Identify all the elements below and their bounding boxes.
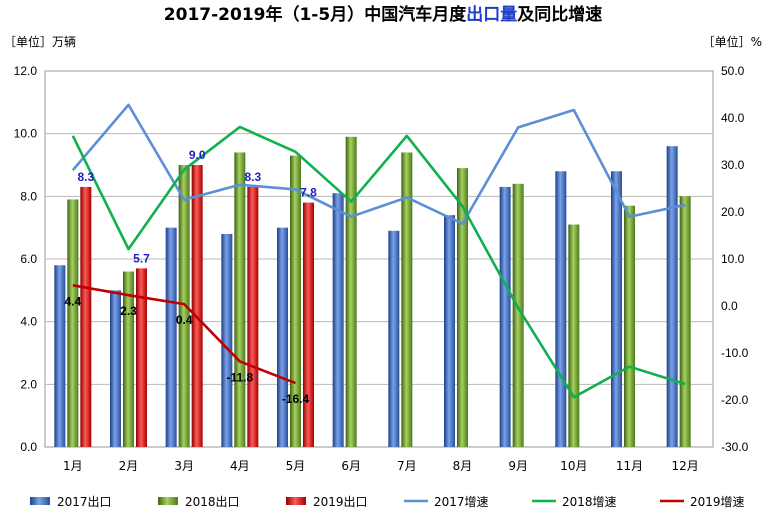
growth-lines: [71, 103, 686, 399]
bar-2017出口-4月: [221, 233, 233, 447]
right-tick-label: 0.0: [721, 299, 738, 313]
legend-label: 2018增速: [562, 495, 617, 509]
chart-title-prefix: 2017-2019年（1-5月）中国汽车月度: [164, 4, 467, 25]
bar-2018出口-3月: [178, 165, 190, 447]
bar-2018出口-1月: [67, 199, 79, 447]
right-tick-label: 20.0: [721, 205, 745, 219]
left-unit-label: ［单位］万辆: [4, 34, 76, 49]
label-2019-growth: 2.3: [120, 304, 137, 318]
right-unit-label: ［单位］%: [703, 34, 762, 49]
x-tick-label: 6月: [341, 459, 361, 473]
x-tick-label: 5月: [286, 459, 306, 473]
right-tick-label: -30.0: [721, 440, 749, 454]
left-tick-label: 4.0: [20, 315, 37, 329]
x-tick-label: 4月: [230, 459, 250, 473]
label-2019-growth: 4.4: [64, 294, 81, 308]
legend-label: 2017出口: [57, 495, 112, 509]
legend-item-2017出口: 2017出口: [30, 495, 112, 509]
legend-item-2019出口: 2019出口: [286, 495, 368, 509]
label-2019-export: 5.7: [133, 251, 150, 265]
bar-2018出口-9月: [512, 183, 524, 448]
bar-2019出口-3月: [191, 165, 203, 447]
bar-2019出口-5月: [303, 202, 314, 447]
bar-2018出口-2月: [123, 271, 134, 447]
x-tick-label: 11月: [616, 459, 643, 473]
label-2019-export: 9.0: [189, 148, 206, 162]
bars: [54, 136, 691, 448]
label-2019-export: 8.3: [77, 170, 94, 184]
left-tick-label: 12.0: [14, 64, 38, 78]
right-tick-label: 40.0: [721, 111, 745, 125]
bar-2018出口-11月: [624, 205, 635, 447]
bar-2018出口-12月: [679, 196, 691, 447]
legend-label: 2019出口: [313, 495, 368, 509]
bar-2018出口-7月: [401, 152, 413, 447]
data-labels: 8.3 5.7 9.0 8.3 7.8 4.4 2.3 0.4 -11.8 -16.4: [64, 148, 317, 406]
bar-2019出口-4月: [247, 186, 259, 447]
chart-title-suffix: 及同比增速: [517, 4, 602, 25]
chart-title: 2017-2019年（1-5月）中国汽车月度出口量及同比增速: [164, 4, 602, 25]
x-tick-label: 7月: [397, 459, 417, 473]
x-tick-label: 10月: [560, 459, 587, 473]
bar-2017出口-3月: [165, 227, 177, 447]
x-tick-label: 2月: [119, 459, 139, 473]
bar-2017出口-9月: [499, 186, 511, 447]
x-tick-label: 8月: [453, 459, 473, 473]
bar-2017出口-12月: [666, 146, 678, 447]
legend-swatch: [30, 497, 50, 505]
label-2019-export: 7.8: [300, 186, 317, 200]
line-2018增速: [71, 125, 686, 399]
gridlines: [45, 133, 713, 385]
x-tick-label: 1月: [63, 459, 83, 473]
legend-item-2018出口: 2018出口: [158, 495, 240, 509]
bar-2017出口-8月: [444, 215, 455, 447]
label-2019-growth: -11.8: [226, 370, 253, 384]
label-2019-growth: -16.4: [282, 392, 310, 406]
bar-2018出口-4月: [234, 152, 246, 447]
left-tick-label: 10.0: [14, 127, 38, 141]
label-2019-export: 8.3: [244, 170, 261, 184]
bar-2017出口-7月: [388, 230, 400, 447]
bar-2017出口-1月: [54, 265, 66, 447]
right-tick-label: -20.0: [721, 393, 749, 407]
legend-item-2017增速: 2017增速: [404, 495, 489, 509]
right-tick-label: 30.0: [721, 158, 745, 172]
chart-title-highlight: 出口量: [466, 4, 517, 25]
legend-item-2019增速: 2019增速: [660, 495, 745, 509]
bar-2018出口-5月: [290, 155, 301, 447]
legend-swatch: [286, 497, 306, 505]
bar-2017出口-10月: [555, 171, 567, 447]
legend: 2017出口 2018出口 2019出口 2017增速 2018增速 2019增速: [30, 495, 745, 509]
bar-2019出口-1月: [80, 186, 92, 447]
left-tick-label: 0.0: [20, 440, 37, 454]
bar-2018出口-10月: [568, 224, 580, 447]
legend-label: 2019增速: [690, 495, 745, 509]
x-tick-label: 3月: [174, 459, 194, 473]
x-tick-label: 9月: [508, 459, 528, 473]
legend-label: 2018出口: [185, 495, 240, 509]
right-tick-label: -10.0: [721, 346, 749, 360]
left-tick-label: 6.0: [20, 252, 37, 266]
bar-2019出口-2月: [136, 268, 147, 447]
left-tick-label: 2.0: [20, 377, 37, 391]
bar-2017出口-11月: [611, 171, 622, 447]
legend-label: 2017增速: [434, 495, 489, 509]
x-tick-label: 12月: [672, 459, 699, 473]
right-tick-label: 10.0: [721, 252, 745, 266]
left-axis: 0.0 2.0 4.0 6.0 8.0 10.0 12.0: [14, 64, 38, 454]
left-tick-label: 8.0: [20, 189, 37, 203]
legend-item-2018增速: 2018增速: [532, 495, 617, 509]
right-tick-label: 50.0: [721, 64, 745, 78]
bar-2018出口-6月: [345, 136, 357, 448]
line-2019增速: [72, 284, 296, 385]
bar-2017出口-2月: [110, 290, 121, 447]
right-axis: -30.0 -20.0 -10.0 0.0 10.0 20.0 30.0 40.0 50.0: [721, 64, 749, 454]
bar-2017出口-6月: [332, 193, 344, 447]
bar-2018出口-8月: [457, 168, 468, 447]
bar-2017出口-5月: [277, 227, 288, 447]
legend-swatch: [158, 497, 178, 505]
label-2019-growth: 0.4: [176, 313, 193, 327]
x-axis: 1月 2月 3月 4月 5月 6月 7月 8月 9月 10月 11月 12月: [63, 459, 699, 473]
